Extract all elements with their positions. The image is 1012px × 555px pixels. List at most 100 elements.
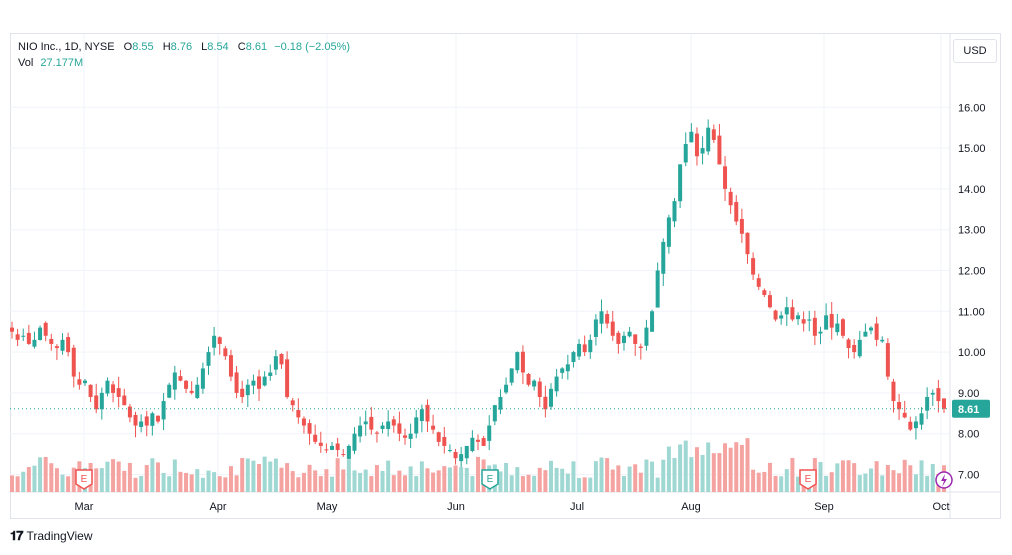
volume-bar [386, 460, 391, 492]
volume-bar [150, 458, 155, 492]
chart-frame [10, 33, 1001, 519]
volume-bar [116, 461, 121, 492]
candle-body [189, 390, 194, 393]
candle-body [71, 347, 76, 377]
candle-body [621, 335, 626, 344]
candle-body [374, 432, 379, 434]
volume-bar [206, 470, 211, 492]
candle-body [582, 344, 587, 353]
volume-bar [380, 470, 385, 492]
candle-body [509, 368, 514, 383]
volume-bar [346, 459, 351, 492]
candle-body [206, 352, 211, 366]
candle-body [66, 337, 71, 353]
candle-body [369, 416, 374, 430]
volume-bar [773, 475, 778, 492]
candle-body [526, 374, 531, 385]
volume-bar [880, 475, 885, 492]
candle-body [796, 315, 801, 320]
candle-body [515, 352, 520, 371]
volume-bar [846, 460, 851, 492]
candle-body [414, 417, 419, 434]
volume-bar [476, 456, 480, 492]
volume-bar [734, 442, 739, 492]
candle-body [891, 381, 896, 402]
candle-body [812, 317, 817, 336]
x-tick-label: Mar [75, 501, 94, 513]
volume-bar [245, 458, 250, 492]
volume-bar [447, 467, 452, 492]
candle-body [520, 351, 525, 373]
y-tick-label: 10.00 [958, 347, 986, 359]
candle-body [543, 396, 548, 410]
candle-body [172, 372, 177, 390]
candle-body [717, 135, 722, 165]
tradingview-brand[interactable]: 𝟏𝟕 TradingView [10, 528, 93, 544]
volume-bar [363, 469, 368, 492]
volume-bar [891, 470, 896, 492]
open-label: O [123, 41, 133, 53]
volume-bar [15, 476, 20, 492]
candle-body [296, 410, 301, 418]
candle-body [610, 321, 615, 336]
candle-body [936, 388, 941, 402]
earnings-marker-shape [799, 469, 817, 490]
candle-body [706, 127, 711, 152]
candle-body [723, 166, 728, 189]
volume-bar [605, 458, 610, 492]
volume-bar [526, 474, 531, 492]
earnings-marker-icon[interactable]: E [481, 469, 499, 490]
candle-body [880, 339, 885, 342]
candle-body [32, 339, 37, 347]
candle-body [363, 421, 368, 425]
candle-body [683, 144, 688, 163]
volume-bar [672, 457, 677, 492]
volume-bar [689, 457, 694, 492]
candle-body [386, 421, 391, 430]
volume-bar [262, 456, 267, 492]
candle-body [492, 405, 497, 422]
y-tick-label: 14.00 [958, 184, 986, 196]
volume-bar [599, 457, 604, 492]
candle-body [99, 392, 104, 410]
volume-bar [155, 462, 160, 492]
volume-bar [21, 471, 26, 492]
candle-body [195, 384, 200, 398]
candle-body [217, 337, 222, 344]
y-tick-label: 12.00 [958, 266, 986, 278]
candle-body [408, 433, 413, 439]
earnings-marker-shape [481, 469, 499, 490]
candle-body [532, 380, 537, 387]
volume-bar [633, 464, 638, 492]
earnings-marker-icon[interactable]: E [799, 469, 817, 490]
candle-body [885, 343, 890, 377]
volume-bar [593, 461, 598, 492]
volume-bar [66, 476, 71, 492]
volume-bar [548, 460, 553, 492]
volume-bar [105, 461, 110, 492]
volume-bar [627, 466, 632, 492]
candle-body [442, 436, 447, 446]
symbol-label[interactable]: NIO Inc., 1D, NYSE [18, 41, 115, 53]
candle-body [762, 290, 767, 295]
volume-bar [537, 467, 542, 492]
candle-body [666, 217, 671, 247]
candle-body [318, 442, 323, 446]
candle-body [504, 384, 509, 393]
candle-body [498, 396, 503, 410]
volume-bar [678, 444, 683, 492]
volume-bar [638, 472, 643, 492]
volume-bar [71, 467, 76, 492]
earnings-marker-icon[interactable]: E [75, 469, 93, 490]
volume-bar [700, 454, 705, 492]
volume-bar [621, 475, 626, 492]
candle-body [77, 379, 82, 385]
candle-body [94, 395, 99, 410]
volume-bar [610, 469, 615, 492]
volume-bar [200, 477, 205, 492]
last-price-label: 8.61 [958, 404, 979, 416]
currency-button[interactable]: USD [953, 39, 997, 63]
candle-body [807, 319, 812, 321]
volume-bar [554, 467, 559, 492]
